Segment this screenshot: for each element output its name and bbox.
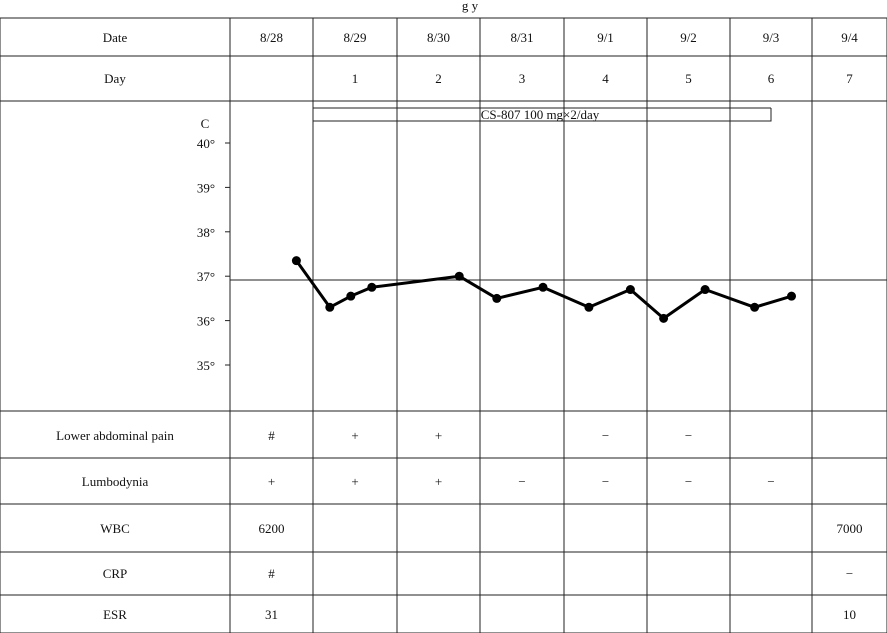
day-cell: 1 (352, 71, 359, 86)
temperature-point (325, 302, 335, 312)
crp-cell: # (268, 566, 275, 581)
wbc-cells: 6200 7000 (259, 521, 863, 536)
date-cell: 9/3 (763, 30, 780, 45)
temperature-tick-label: 37° (197, 269, 215, 284)
treatment-bracket: CS-807 100 mg×2/day (312, 107, 772, 122)
day-cell: 2 (435, 71, 442, 86)
lumbodynia-cell: − (518, 474, 525, 489)
date-cell: 8/31 (510, 30, 533, 45)
day-row-label: Day (104, 71, 126, 86)
temperature-point (454, 271, 464, 281)
temperature-ticks: 40° 39° 38° 37° 36° 35° (197, 136, 230, 373)
pain-cells: # + + − − (268, 428, 692, 443)
temperature-tick-label: 36° (197, 314, 215, 329)
date-cell: 9/1 (597, 30, 614, 45)
date-cell: 9/2 (680, 30, 697, 45)
day-cell: 7 (846, 71, 853, 86)
temperature-point (538, 282, 548, 292)
pain-cell: + (351, 428, 358, 443)
lumbodynia-cell: + (268, 474, 275, 489)
date-cells: 8/28 8/29 8/30 8/31 9/1 9/2 9/3 9/4 (260, 30, 858, 45)
day-cell: 3 (519, 71, 526, 86)
lumbodynia-row-label: Lumbodynia (82, 474, 149, 489)
pain-cell: − (602, 428, 609, 443)
lumbodynia-cell: + (351, 474, 358, 489)
temperature-tick-label: 38° (197, 225, 215, 240)
day-cell: 4 (602, 71, 609, 86)
temperature-point (659, 313, 669, 323)
date-cell: 8/29 (343, 30, 366, 45)
lumbodynia-cell: − (602, 474, 609, 489)
temperature-tick-label: 39° (197, 180, 215, 195)
crp-row-label: CRP (103, 566, 128, 581)
pain-cell: + (435, 428, 442, 443)
crp-cells: # − (268, 566, 853, 581)
day-cell: 5 (685, 71, 692, 86)
temperature-point (700, 285, 710, 295)
treatment-label: CS-807 100 mg×2/day (481, 107, 600, 122)
wbc-cell: 6200 (259, 521, 285, 536)
pain-cell: # (268, 428, 275, 443)
crp-cell: − (846, 566, 853, 581)
temperature-unit-label: C (201, 116, 210, 131)
temperature-tick-label: 35° (197, 358, 215, 373)
lumbodynia-cell: − (767, 474, 774, 489)
table-grid (0, 17, 887, 633)
lumbodynia-cell: + (435, 474, 442, 489)
temperature-series (291, 256, 796, 323)
lumbodynia-cells: + + + − − − − (268, 474, 775, 489)
esr-cell: 10 (843, 607, 856, 622)
temperature-point (291, 256, 301, 266)
date-cell: 8/30 (427, 30, 450, 45)
date-cell: 9/4 (841, 30, 858, 45)
lumbodynia-cell: − (685, 474, 692, 489)
date-cell: 8/28 (260, 30, 283, 45)
date-row-label: Date (103, 30, 128, 45)
temperature-point (625, 285, 635, 295)
pain-row-label: Lower abdominal pain (56, 428, 174, 443)
pain-cell: − (685, 428, 692, 443)
day-cell: 6 (768, 71, 775, 86)
temperature-point (346, 291, 356, 301)
temperature-point (584, 302, 594, 312)
wbc-cell: 7000 (837, 521, 863, 536)
wbc-row-label: WBC (100, 521, 130, 536)
day-cells: 1 2 3 4 5 6 7 (352, 71, 854, 86)
esr-cell: 31 (265, 607, 278, 622)
temperature-point (492, 293, 502, 303)
temperature-point (787, 291, 796, 301)
temperature-point (750, 302, 760, 312)
temperature-tick-label: 40° (197, 136, 215, 151)
esr-cells: 31 10 (265, 607, 856, 622)
esr-row-label: ESR (103, 607, 127, 622)
header-fragment: g y (462, 0, 479, 13)
temperature-point (367, 282, 377, 292)
